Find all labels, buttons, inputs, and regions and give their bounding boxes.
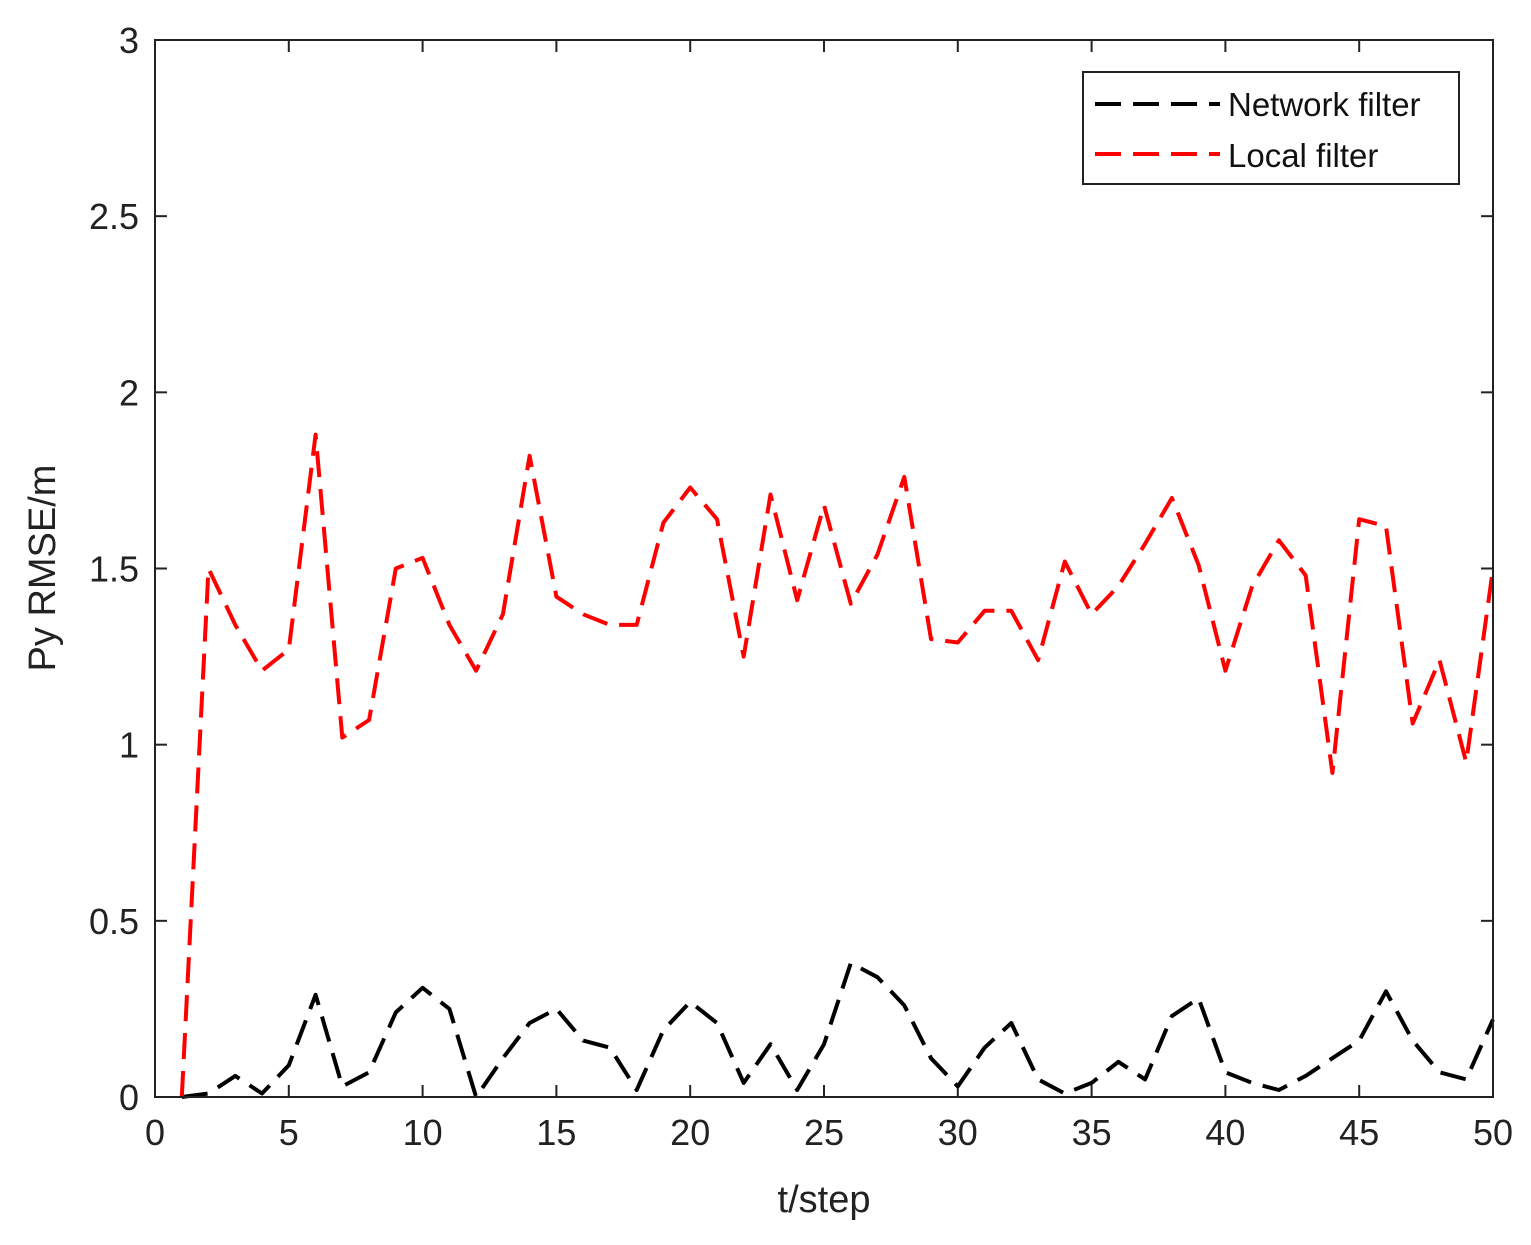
x-tick-label: 10 bbox=[403, 1112, 443, 1153]
y-tick-label: 0 bbox=[119, 1077, 139, 1118]
legend-label-network-filter: Network filter bbox=[1228, 86, 1421, 123]
x-tick-label: 30 bbox=[938, 1112, 978, 1153]
x-tick-label: 20 bbox=[670, 1112, 710, 1153]
y-axis-title: Py RMSE/m bbox=[22, 465, 64, 672]
y-tick-label: 2 bbox=[119, 372, 139, 413]
y-tick-label: 3 bbox=[119, 20, 139, 61]
x-axis-title: t/step bbox=[778, 1179, 871, 1221]
y-tick-label: 2.5 bbox=[89, 196, 139, 237]
y-tick-label: 0.5 bbox=[89, 901, 139, 942]
plot-frame bbox=[154, 39, 1494, 1098]
x-tick-label: 40 bbox=[1205, 1112, 1245, 1153]
series-line-network-filter bbox=[181, 961, 1495, 1099]
tick-labels: 0 5 10 15 20 25 30 35 40 45 50 0 0.5 1 1.5 2 2.5 3 bbox=[89, 20, 1513, 1153]
plot-area bbox=[155, 40, 1493, 1097]
x-tick-label: 25 bbox=[804, 1112, 844, 1153]
legend: Network filter Local filter bbox=[1082, 71, 1460, 185]
y-tick-label: 1.5 bbox=[89, 549, 139, 590]
x-tick-label: 45 bbox=[1339, 1112, 1379, 1153]
x-tick-label: 15 bbox=[536, 1112, 576, 1153]
x-tick-label: 50 bbox=[1473, 1112, 1513, 1153]
legend-box bbox=[1082, 71, 1460, 185]
x-tick-label: 35 bbox=[1072, 1112, 1112, 1153]
series-layer bbox=[179, 432, 1495, 1099]
x-tick-label: 0 bbox=[145, 1112, 165, 1153]
x-tick-label: 5 bbox=[279, 1112, 299, 1153]
legend-label-local-filter: Local filter bbox=[1228, 137, 1378, 174]
y-tick-label: 1 bbox=[119, 725, 139, 766]
series-line-local-filter bbox=[179, 432, 1495, 1098]
